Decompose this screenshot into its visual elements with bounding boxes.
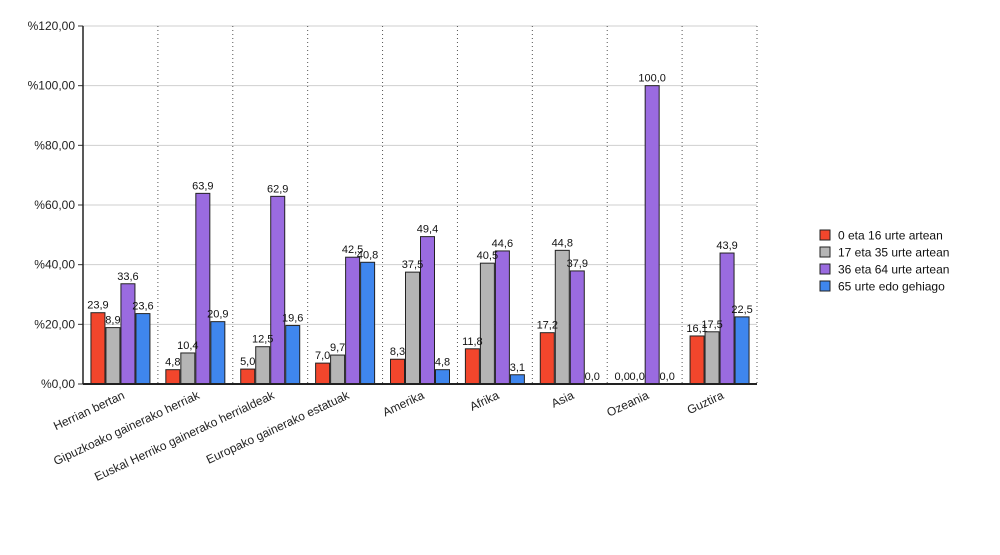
data-label: 17,5 [701, 319, 722, 331]
bar [135, 313, 151, 385]
data-label: 42,5 [342, 244, 363, 256]
bar [255, 346, 271, 385]
bar [494, 250, 510, 385]
data-label: 8,9 [105, 315, 120, 327]
data-label: 33,6 [117, 271, 138, 283]
bar [704, 331, 720, 385]
data-label: 7,0 [315, 350, 330, 362]
bar [569, 270, 585, 385]
bar [345, 256, 361, 385]
bar [180, 352, 196, 385]
data-label: 8,3 [390, 346, 405, 358]
bar [105, 327, 121, 385]
bar [405, 271, 420, 385]
bar [554, 249, 570, 385]
y-tick-label: %100,00 [28, 79, 76, 93]
legend-swatch [819, 263, 831, 275]
legend-swatch [819, 280, 831, 292]
bar [479, 262, 495, 385]
data-label: 4,8 [435, 357, 450, 369]
data-label: 44,6 [492, 238, 513, 250]
y-tick-label: %40,00 [34, 258, 75, 272]
data-label: 20,9 [207, 309, 228, 321]
data-label: 12,5 [252, 334, 273, 346]
data-label: 40,8 [357, 249, 378, 261]
bar [195, 192, 211, 385]
data-labels-layer: 23,9 8,9 33,6 23,6 4,8 10,4 63,9 20,9 5,0 12,5 62,… [87, 73, 753, 383]
data-label: 22,5 [731, 304, 752, 316]
data-label: 40,5 [477, 250, 498, 262]
bar [90, 312, 106, 385]
x-tick-label: Afrika [467, 388, 501, 414]
y-tick-label: %60,00 [34, 198, 75, 212]
data-label: 4,8 [165, 357, 180, 369]
bar [734, 316, 750, 385]
data-label: 10,4 [177, 340, 198, 352]
bar [390, 358, 405, 385]
bar [120, 283, 136, 385]
bar [435, 369, 450, 385]
legend-label: 17 eta 35 urte artean [838, 246, 949, 260]
bar [539, 332, 555, 385]
data-label: 37,9 [567, 258, 588, 270]
data-label: 43,9 [716, 240, 737, 252]
data-label: 62,9 [267, 183, 288, 195]
y-tick-label: %20,00 [34, 317, 75, 331]
y-tick-label: %120,00 [28, 19, 76, 33]
data-label: 19,6 [282, 313, 303, 325]
data-label: 49,4 [417, 224, 438, 236]
data-label: 63,9 [192, 180, 213, 192]
y-tick-label: %0,00 [41, 377, 75, 391]
x-tick-label: Guztira [685, 388, 726, 417]
legend: 0 eta 16 urte artean 17 eta 35 urte artea… [819, 229, 949, 294]
data-label: 0,0 [630, 371, 645, 383]
data-label: 0,0 [615, 371, 630, 383]
data-label: 44,8 [552, 237, 573, 249]
data-label: 11,8 [462, 336, 483, 348]
bar [240, 368, 256, 385]
bar [509, 374, 525, 385]
bar [165, 369, 181, 385]
bars-layer [90, 85, 750, 385]
data-label: 5,0 [240, 356, 255, 368]
data-label: 100,0 [638, 73, 666, 85]
legend-label: 36 eta 64 urte artean [838, 263, 949, 277]
bar [689, 335, 705, 385]
x-tick-label: Amerika [380, 388, 426, 419]
bar [464, 348, 480, 385]
legend-label: 65 urte edo gehiago [838, 280, 945, 294]
data-label: 3,1 [510, 362, 525, 374]
x-tick-label: Ozeania [605, 388, 652, 420]
bar [210, 321, 226, 385]
data-label: 23,6 [132, 301, 153, 313]
data-label: 23,9 [87, 300, 108, 312]
bar [315, 362, 331, 385]
legend-swatch [819, 229, 831, 241]
x-tick-label: Europako gainerako estatuak [204, 388, 352, 467]
bar [285, 325, 301, 385]
legend-swatch [819, 246, 831, 258]
data-label: 37,5 [402, 259, 423, 271]
data-label: 16,1 [686, 323, 707, 335]
bar [644, 85, 660, 385]
data-label: 17,2 [537, 320, 558, 332]
bar [360, 261, 376, 385]
bar [330, 354, 346, 385]
legend-label: 0 eta 16 urte artean [838, 229, 943, 243]
y-tick-label: %80,00 [34, 138, 75, 152]
bar [270, 195, 286, 385]
x-tick-label: Asia [549, 388, 576, 411]
data-label: 0,0 [660, 371, 675, 383]
data-label: 0,0 [585, 371, 600, 383]
data-label: 9,7 [330, 342, 345, 354]
